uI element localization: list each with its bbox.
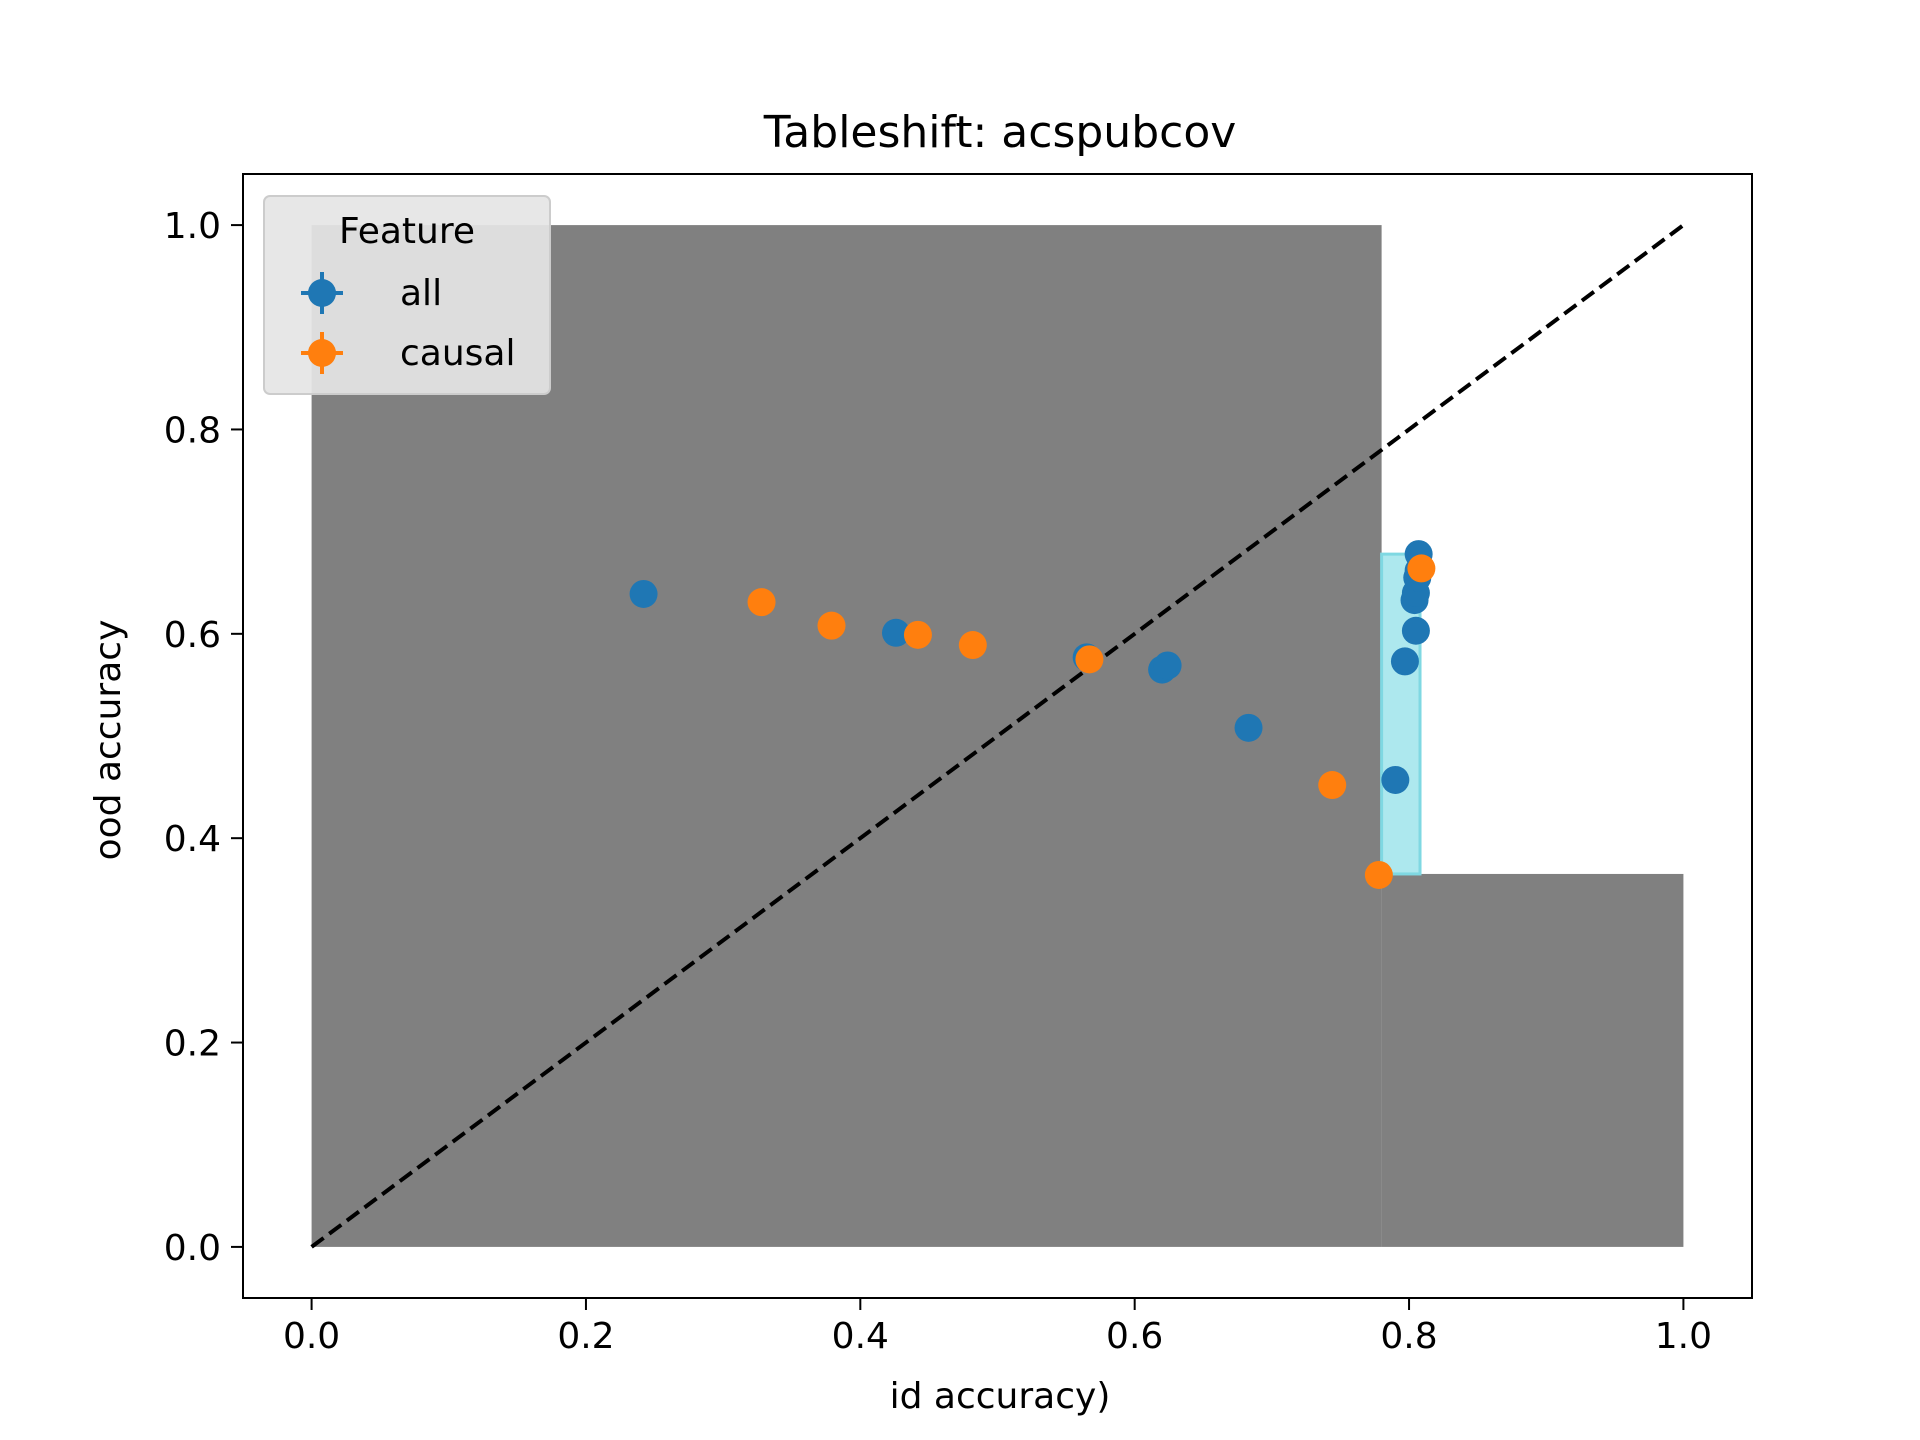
point-all-8 [1401, 616, 1430, 645]
point-causal-7 [1407, 554, 1436, 583]
y-tick-label-1: 0.2 [164, 1024, 221, 1065]
points-layer [629, 540, 1436, 889]
legend-entry-causal: causal [301, 332, 516, 374]
plot-frame [242, 173, 1753, 1299]
point-all-5 [1234, 713, 1263, 742]
point-all-1 [881, 618, 910, 647]
y-axis-ticks: 0.0 0.2 0.4 0.6 0.8 1.0 [164, 206, 243, 1269]
point-causal-6 [1364, 860, 1393, 889]
legend: Feature all causal [263, 195, 551, 395]
x-tick-label-4: 0.8 [1380, 1316, 1437, 1357]
point-causal-0 [747, 588, 776, 617]
legend-title: Feature [339, 211, 475, 252]
x-tick-label-3: 0.6 [1106, 1316, 1163, 1357]
point-causal-5 [1318, 771, 1347, 800]
x-tick-label-0: 0.0 [283, 1316, 340, 1357]
gray-region-lower [1381, 873, 1684, 1247]
y-tick-label-3: 0.6 [164, 615, 221, 656]
y-tick-label-2: 0.4 [164, 819, 221, 860]
point-causal-3 [958, 631, 987, 660]
point-all-4 [1153, 651, 1182, 680]
y-tick-label-4: 0.8 [164, 410, 221, 451]
legend-box [263, 195, 551, 395]
y-axis-label: ood accuracy [88, 620, 129, 861]
legend-causal-label: causal [400, 333, 516, 374]
y-tick-label-0: 0.0 [164, 1228, 221, 1269]
gray-region-upper [311, 225, 1382, 1247]
regions-layer [311, 225, 1684, 1247]
point-causal-2 [903, 620, 932, 649]
x-axis-ticks: 0.0 0.2 0.4 0.6 0.8 1.0 [283, 1298, 1712, 1357]
legend-entry-all: all [301, 272, 442, 314]
legend-causal-marker [308, 339, 336, 367]
y-tick-label-5: 1.0 [164, 206, 221, 247]
point-causal-4 [1075, 645, 1104, 674]
x-tick-label-1: 0.2 [557, 1316, 614, 1357]
x-tick-label-5: 1.0 [1655, 1316, 1712, 1357]
legend-all-marker [308, 279, 336, 307]
point-all-7 [1390, 647, 1419, 676]
legend-all-label: all [400, 273, 442, 314]
chart-title: Tableshift: acspubcov [763, 107, 1237, 158]
point-causal-1 [817, 611, 846, 640]
x-tick-label-2: 0.4 [832, 1316, 889, 1357]
point-all-0 [629, 579, 658, 608]
point-all-6 [1381, 765, 1410, 794]
x-axis-label: id accuracy) [890, 1376, 1111, 1417]
